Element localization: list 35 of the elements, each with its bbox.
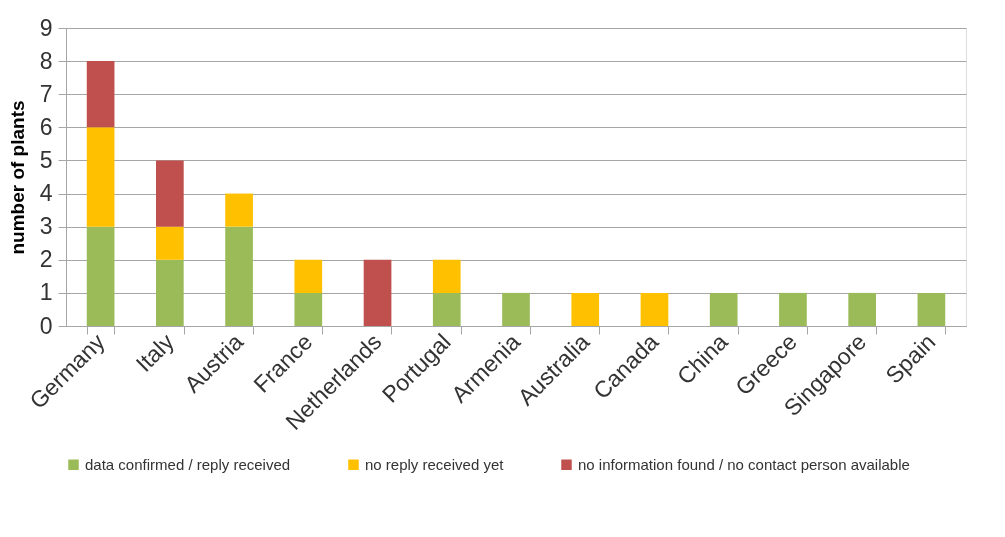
bar [848,292,876,326]
y-tick-label: 3 [39,213,53,240]
legend-label: no reply received yet [365,455,505,473]
bar [917,292,946,326]
bar [156,259,184,326]
bar [432,292,461,326]
bar [502,292,530,326]
bar [225,193,253,227]
bar [294,292,323,326]
bar [86,127,115,227]
legend-label: no information found / no contact person available [578,455,910,473]
bar [363,259,392,326]
y-tick-label: 5 [39,146,53,173]
y-axis-title: number of plants [6,100,28,255]
x-tick-label: Italy [130,328,180,377]
y-tick-label: 8 [39,47,53,74]
bar [432,259,461,293]
y-tick-label: 2 [39,246,53,273]
y-tick-label: 6 [39,113,53,140]
y-tick-label: 0 [39,312,53,339]
bar [779,292,807,326]
y-tick-label: 9 [39,14,53,41]
y-tick-label: 4 [39,180,53,207]
bar [294,259,323,293]
y-tick-label: 7 [39,80,53,107]
bar [86,61,115,128]
y-tick-label: 1 [39,279,53,306]
bar [156,160,184,227]
bar [640,292,669,326]
bar [156,226,184,260]
legend-label: data confirmed / reply received [85,455,291,473]
bar [86,226,115,326]
bar [225,226,253,326]
bar [571,292,600,326]
bar [709,292,738,326]
